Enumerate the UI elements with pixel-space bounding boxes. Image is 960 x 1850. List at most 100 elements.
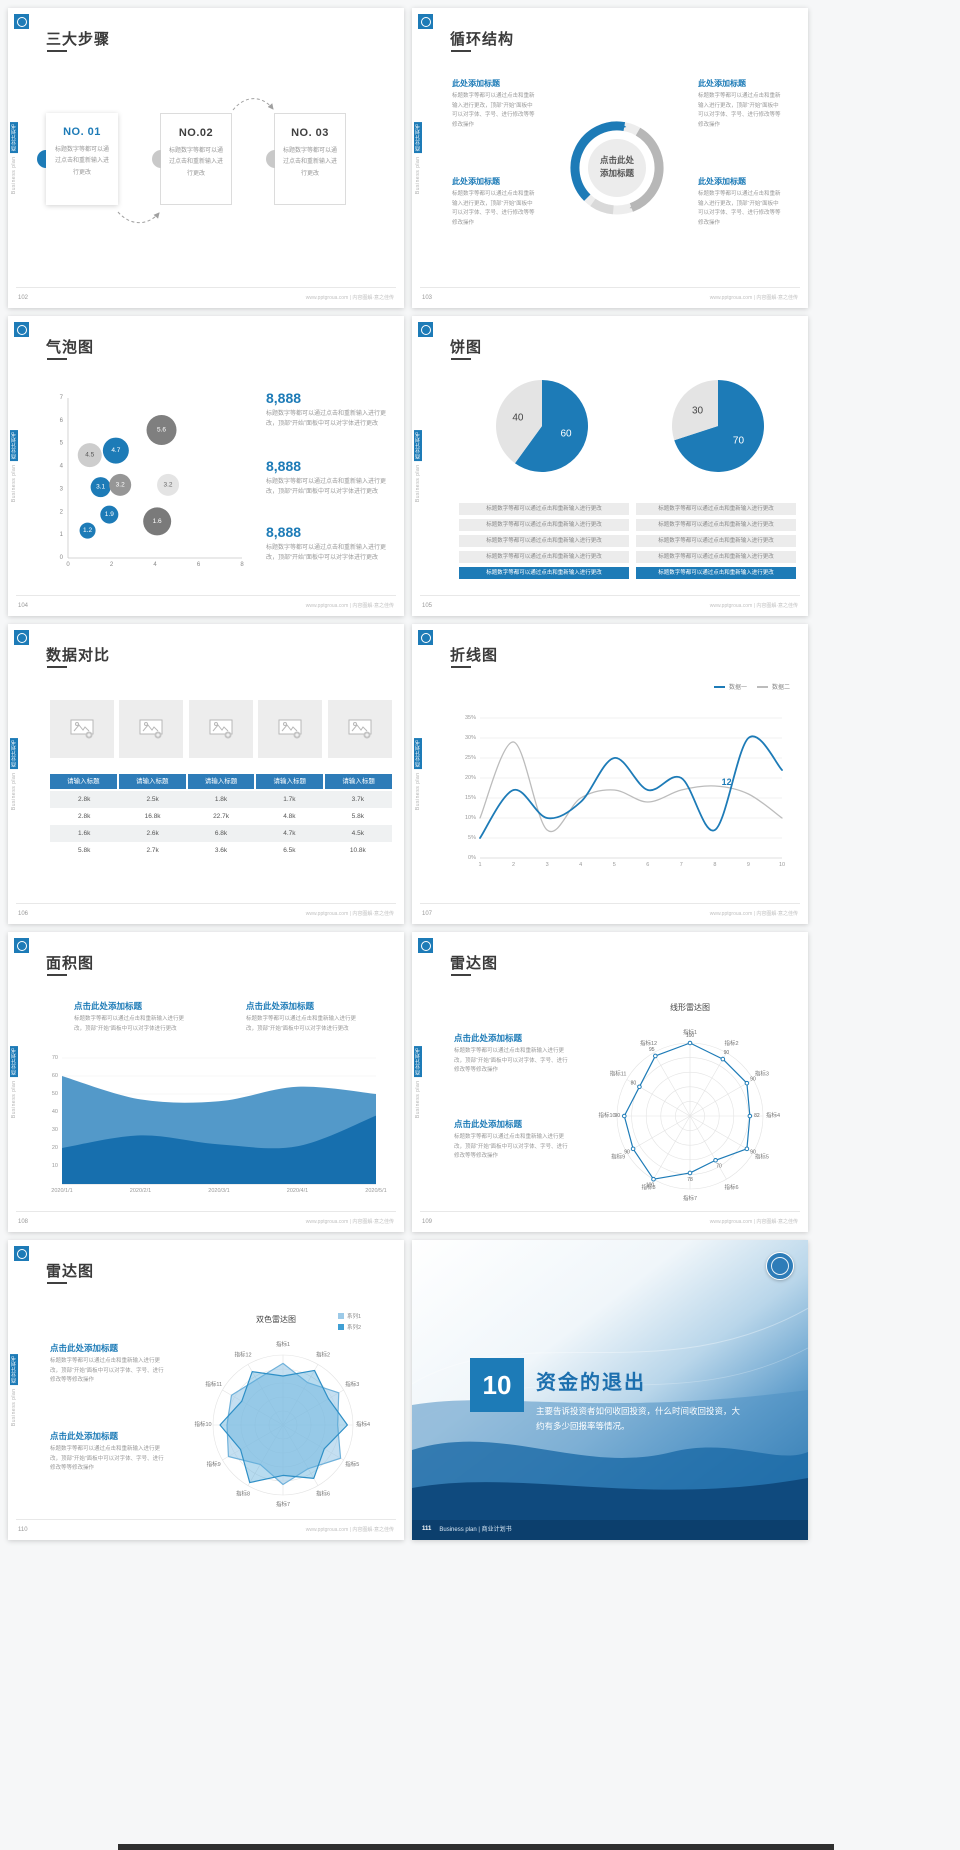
step-marker-icon (266, 150, 275, 168)
slide-thumbnail-102[interactable]: Business plan商业计划书 三大步骤 NO. 01 标题数字等都可以通… (8, 8, 404, 308)
slide-title: 面积图 (46, 955, 95, 972)
svg-text:1.6: 1.6 (153, 518, 162, 525)
slide-thumbnail-109[interactable]: Business plan商业计划书 雷达图 线形雷达图 点击此处添加标题 标题… (412, 932, 808, 1232)
legend-swatch (756, 685, 768, 688)
text-block-2: 点击此处添加标题 标题数字等都可以通过点击和重新输入进行更改，顶部“开始”面板中… (50, 1430, 168, 1474)
watermark: www.pptgroua.com | 内容图解·意之佳传 (709, 911, 798, 917)
slide-thumbnail-107[interactable]: Business plan商业计划书 折线图 数据一 数据二 0% 5% 10% 15… (412, 624, 808, 924)
block-body: 标题数字等都可以通过点击和重新输入进行更改，顶部“开始”面板中可以对字体进行更改 (74, 1016, 185, 1032)
svg-text:95: 95 (649, 1047, 655, 1053)
svg-text:20: 20 (52, 1145, 58, 1151)
title-underline (451, 358, 471, 360)
svg-text:3: 3 (60, 486, 64, 492)
pie-chart-left: 60 40 (494, 378, 590, 474)
block-body: 标题数字等都可以通过点击和重新输入进行更改，顶部“开始”面板中可以对字体、字号、… (698, 191, 781, 226)
block-body: 标题数字等都可以通过点击和重新输入进行更改，顶部“开始”面板中可以对字体、字号、… (50, 1358, 164, 1384)
footer-divider (420, 903, 800, 904)
svg-text:5%: 5% (468, 835, 476, 841)
svg-text:10: 10 (52, 1163, 58, 1169)
svg-text:40: 40 (512, 413, 524, 424)
svg-text:2: 2 (60, 509, 64, 515)
step-number: NO. 01 (63, 126, 101, 138)
text-block-top-right: 此处添加标题 标题数字等都可以通过点击和重新输入进行更改，顶部“开始”面板中可以… (698, 78, 784, 131)
watermark: www.pptgroua.com | 内容图解·意之佳传 (305, 911, 394, 917)
slide-thumbnail-106[interactable]: Business plan商业计划书 数据对比 请输入标题 请输入标题 请输入标… (8, 624, 404, 924)
table-header-cell: 请输入标题 (187, 774, 255, 789)
svg-text:指标4: 指标4 (766, 1111, 780, 1119)
svg-text:2: 2 (110, 562, 114, 568)
block-body: 标题数字等都可以通过点击和重新输入进行更改，顶部“开始”面板中可以对字体进行更改 (246, 1016, 357, 1032)
slide-thumbnail-105[interactable]: Business plan商业计划书 饼图 60 40 70 30 标题数字等都可以… (412, 316, 808, 616)
cycle-arrows-icon (570, 121, 664, 215)
svg-text:90: 90 (724, 1050, 730, 1056)
slide-thumbnail-103[interactable]: Business plan商业计划书 循环结构 点击此处 添加标题 此处添加标题… (412, 8, 808, 308)
footer-divider (420, 1211, 800, 1212)
svg-text:90: 90 (615, 1113, 621, 1119)
slide-title: 雷达图 (450, 955, 499, 972)
brand-logo-icon (418, 938, 433, 953)
title-underline (451, 974, 471, 976)
legend-item: 系列2 (338, 1323, 361, 1331)
footer-divider (420, 287, 800, 288)
svg-text:30: 30 (52, 1127, 58, 1133)
image-placeholder-icon (209, 719, 233, 739)
footer-divider (16, 595, 396, 596)
svg-text:指标8: 指标8 (641, 1183, 655, 1191)
step-card-3: NO. 03 标题数字等都可以通过点击和重新输入进行更改 (266, 113, 346, 205)
image-placeholder (189, 700, 253, 758)
cycle-center-label: 点击此处 添加标题 (599, 155, 634, 178)
brand-logo-icon (14, 1246, 29, 1261)
svg-text:1.9: 1.9 (105, 511, 114, 518)
slide-thumbnail-111[interactable]: 10 资金的退出 主要告诉投资者如何收回投资，什么时间收回投资，大约有多少回报率… (412, 1240, 808, 1540)
svg-text:指标3: 指标3 (345, 1380, 359, 1388)
caption-bar: 标题数字等都可以通过点击和重新输入进行更改 (459, 503, 629, 515)
svg-text:30%: 30% (465, 735, 476, 741)
text-block-right: 点击此处添加标题 标题数字等都可以通过点击和重新输入进行更改，顶部“开始”面板中… (246, 1000, 364, 1034)
caption-bar: 标题数字等都可以通过点击和重新输入进行更改 (636, 535, 796, 547)
title-underline (47, 974, 67, 976)
image-placeholder (328, 700, 392, 758)
slide-title: 数据对比 (46, 647, 111, 664)
footer-divider (420, 595, 800, 596)
svg-text:2: 2 (512, 862, 515, 868)
section-number: 10 (470, 1358, 524, 1412)
slide-thumbnail-104[interactable]: Business plan商业计划书 气泡图 0 1 2 3 4 5 6 7 0 2 4 6 8 4.5 4… (8, 316, 404, 616)
block-body: 标题数字等都可以通过点击和重新输入进行更改，顶部“开始”面板中可以对字体、字号、… (698, 93, 781, 128)
svg-text:0: 0 (66, 562, 70, 568)
table-header-row: 请输入标题 请输入标题 请输入标题 请输入标题 请输入标题 (50, 774, 392, 789)
section-title: 资金的退出 (536, 1372, 646, 1394)
legend-label: 系列2 (347, 1325, 362, 1331)
image-placeholder-icon (70, 719, 94, 739)
legend-swatch (713, 685, 725, 688)
slide-thumbnail-110[interactable]: Business plan商业计划书 雷达图 双色雷达图 系列1 系列2 点击此… (8, 1240, 404, 1540)
svg-text:指标6: 指标6 (724, 1183, 738, 1191)
cover-footer: 111 Business plan | 商业计划书 (422, 1524, 512, 1534)
svg-text:指标3: 指标3 (755, 1070, 769, 1078)
svg-text:指标11: 指标11 (610, 1070, 627, 1078)
slide-thumbnail-108[interactable]: Business plan商业计划书 面积图 点击此处添加标题 标题数字等都可以… (8, 932, 404, 1232)
stat-group-2: 8,888 标题数字等都可以通过点击和重新输入进行更改，顶部“开始”面板中可以对… (266, 458, 388, 497)
caption-bar: 标题数字等都可以通过点击和重新输入进行更改 (636, 519, 796, 531)
svg-text:指标1: 指标1 (683, 1028, 697, 1036)
svg-text:6: 6 (197, 562, 201, 568)
step-marker-icon (37, 150, 46, 168)
text-block-2: 点击此处添加标题 标题数字等都可以通过点击和重新输入进行更改，顶部“开始”面板中… (454, 1118, 572, 1162)
page-number: 104 (18, 603, 29, 609)
brand-logo-icon (14, 938, 29, 953)
svg-text:指标2: 指标2 (724, 1039, 738, 1047)
legend-label: 数据一 (728, 685, 747, 691)
legend-swatch (338, 1324, 344, 1330)
svg-text:90: 90 (624, 1149, 630, 1155)
caption-bar-highlight: 标题数字等都可以通过点击和重新输入进行更改 (459, 567, 629, 579)
svg-text:3.2: 3.2 (164, 481, 173, 488)
svg-text:10%: 10% (465, 815, 476, 821)
svg-text:100: 100 (646, 1182, 655, 1188)
caption-bar: 标题数字等都可以通过点击和重新输入进行更改 (636, 503, 796, 515)
block-heading: 点击此处添加标题 (454, 1119, 523, 1129)
footer-divider (16, 1211, 396, 1212)
svg-text:指标9: 指标9 (611, 1153, 625, 1161)
radar-chart: 指标1 指标2 指标3 指标4 指标5 指标6 指标7 指标8 指标9 指标10 指标11 指标12 (180, 1332, 386, 1512)
footer-divider (16, 287, 396, 288)
svg-text:指标12: 指标12 (640, 1039, 657, 1047)
svg-text:5.6: 5.6 (157, 427, 166, 434)
